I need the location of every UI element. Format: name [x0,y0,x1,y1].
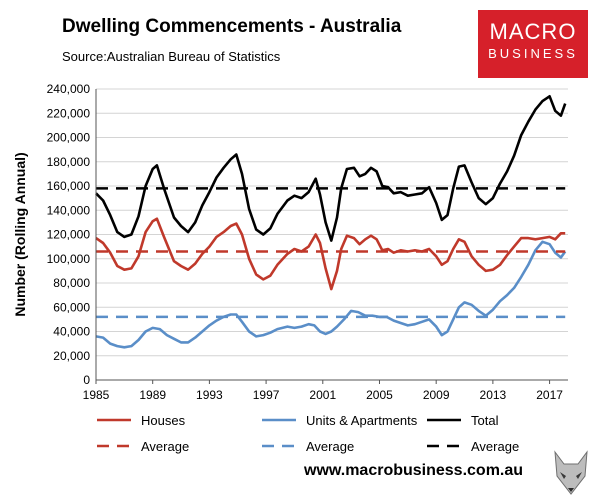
x-tick-label: 2013 [480,388,507,402]
logo-line-1: MACRO [489,19,577,44]
y-tick-label: 220,000 [47,106,91,120]
fox-mascot-icon [554,450,588,495]
y-tick-label: 80,000 [53,276,90,290]
y-tick-label: 140,000 [47,203,91,217]
y-tick-label: 120,000 [47,228,91,242]
series-line-1 [95,240,567,349]
x-tick-label: 1993 [196,388,223,402]
axes: 0 20,000 40,000 60,000 80,000 100,000 120,000 1… [12,82,568,402]
y-tick-label: 180,000 [47,155,91,169]
footer-url: www.macrobusiness.com.au [304,462,524,479]
legend: Houses Units & Apartments Total Average Aver… [97,413,519,454]
y-tick-label: 60,000 [53,300,90,314]
x-tick-label: 1997 [253,388,280,402]
series-line-2 [95,95,567,242]
legend-label: Total [471,413,499,428]
y-axis-label: Number (Rolling Annual) [12,152,28,316]
legend-label: Average [306,439,354,454]
series-layer [95,95,567,349]
x-tick-label: 2017 [536,388,563,402]
macrobusiness-logo: MACRO BUSINESS [478,10,588,78]
y-tick-label: 40,000 [53,325,90,339]
x-tick-label: 1985 [83,388,110,402]
legend-label: Average [471,439,519,454]
y-tick-label: 0 [83,373,90,387]
x-tick-label: 2009 [423,388,450,402]
legend-label: Houses [141,413,186,428]
y-tick-label: 200,000 [47,131,91,145]
source-note: Source:Australian Bureau of Statistics [62,49,281,64]
x-tick-label: 2005 [366,388,393,402]
y-tick-label: 160,000 [47,179,91,193]
legend-label: Average [141,439,189,454]
x-tick-label: 1989 [139,388,166,402]
x-tick-label: 2001 [309,388,336,402]
logo-line-2: BUSINESS [488,46,578,61]
chart-title: Dwelling Commencements - Australia [62,16,402,37]
y-tick-label: 240,000 [47,82,91,96]
y-tick-label: 20,000 [53,349,90,363]
y-tick-label: 100,000 [47,252,91,266]
series-line-0 [95,217,566,291]
legend-label: Units & Apartments [306,413,418,428]
